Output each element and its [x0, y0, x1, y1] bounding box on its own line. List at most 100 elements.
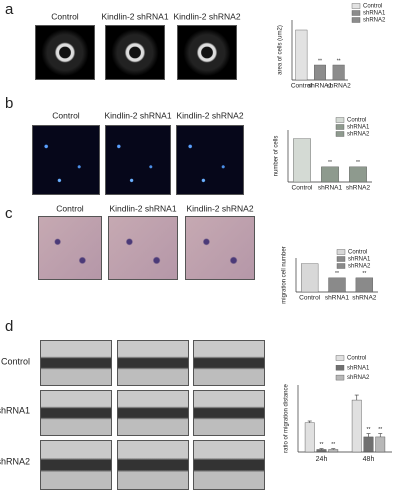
bar: [351, 399, 362, 453]
bar: [321, 166, 339, 183]
legend-swatch: [351, 17, 361, 23]
image-label: Control: [52, 110, 80, 120]
x-tick-label: shRNA1: [325, 295, 350, 302]
photo: [117, 440, 189, 490]
image-label: Control: [56, 203, 84, 213]
photo: [105, 125, 171, 195]
row-label: Control: [1, 356, 30, 366]
significance: **: [318, 58, 322, 64]
photo: [108, 216, 178, 280]
photo: [117, 390, 189, 436]
bar: [328, 449, 339, 453]
bar: [300, 263, 319, 293]
bar: [363, 436, 374, 453]
significance: **: [378, 427, 382, 433]
legend-label: Control: [348, 250, 367, 256]
y-axis-label: area of cells (um2): [278, 25, 284, 75]
panel-label: d: [5, 318, 13, 335]
x-tick-label: Control: [291, 83, 313, 90]
x-tick-label: 24h: [316, 456, 328, 463]
bar: [314, 64, 326, 81]
legend-swatch: [335, 117, 345, 123]
x-tick-label: shRNA2: [352, 295, 377, 302]
legend-label: shRNA1: [347, 125, 370, 131]
bar: [349, 166, 367, 183]
x-tick-label: shRNA1: [308, 83, 333, 90]
photo: [193, 440, 265, 490]
legend-swatch: [336, 263, 346, 269]
significance: **: [331, 442, 335, 448]
y-axis-label: number of cells: [274, 136, 280, 177]
photo: [40, 390, 112, 436]
legend-label: shRNA2: [363, 18, 386, 24]
image-label: Kindlin-2 shRNA1: [104, 110, 171, 120]
x-tick-label: shRNA2: [327, 83, 352, 90]
legend-swatch: [351, 3, 361, 9]
legend-swatch: [335, 355, 345, 361]
significance: **: [356, 160, 360, 166]
legend-swatch: [335, 365, 345, 371]
legend-label: Control: [347, 356, 366, 362]
image-label: Kindlin-2 shRNA2: [173, 11, 240, 21]
legend-swatch: [335, 131, 345, 137]
legend-swatch: [336, 256, 346, 262]
legend-label: shRNA1: [363, 11, 386, 17]
image-label: Kindlin-2 shRNA2: [186, 203, 253, 213]
significance: **: [367, 427, 371, 433]
bar: [328, 277, 346, 293]
significance: **: [320, 442, 324, 448]
x-tick-label: shRNA2: [346, 185, 371, 192]
y-axis-label: ratio of migration distance: [284, 383, 290, 452]
bar: [316, 449, 327, 453]
photo: [40, 340, 112, 386]
image-label: Control: [51, 11, 79, 21]
image-label: Kindlin-2 shRNA2: [176, 110, 243, 120]
legend-label: shRNA1: [348, 257, 371, 263]
bar: [375, 436, 386, 453]
significance: **: [362, 271, 366, 277]
photo: [35, 25, 95, 80]
bar: [332, 64, 345, 81]
legend-label: Control: [363, 4, 382, 10]
legend-label: Control: [347, 118, 366, 124]
bar: [293, 138, 311, 183]
legend-label: shRNA2: [348, 264, 371, 270]
photo: [40, 440, 112, 490]
x-tick-label: 48h: [363, 456, 375, 463]
image-label: Kindlin-2 shRNA1: [101, 11, 168, 21]
legend-swatch: [351, 10, 361, 16]
photo: [38, 216, 102, 280]
photo: [32, 125, 100, 195]
legend-label: shRNA2: [347, 132, 370, 138]
panel-label: c: [5, 205, 13, 222]
legend-label: shRNA2: [347, 375, 370, 381]
photo: [193, 340, 265, 386]
photo: [193, 390, 265, 436]
x-tick-label: shRNA1: [318, 185, 343, 192]
significance: **: [335, 271, 339, 277]
significance: **: [328, 160, 332, 166]
bar: [304, 422, 315, 453]
panel-label: a: [5, 1, 14, 18]
photo: [177, 25, 237, 80]
image-label: Kindlin-2 shRNA1: [109, 203, 176, 213]
row-label: shRNA1: [0, 405, 30, 415]
panel-label: b: [5, 95, 13, 112]
photo: [185, 216, 255, 280]
photo: [117, 340, 189, 386]
x-tick-label: Control: [292, 185, 314, 192]
legend-swatch: [336, 249, 346, 255]
legend-label: shRNA1: [347, 365, 370, 371]
photo: [105, 25, 165, 80]
x-tick-label: Control: [299, 295, 321, 302]
significance: **: [337, 58, 341, 64]
row-label: shRNA2: [0, 456, 30, 466]
legend-swatch: [335, 374, 345, 381]
bar: [355, 277, 374, 293]
bar: [295, 29, 308, 81]
y-axis-label: migration cell number: [282, 246, 288, 303]
photo: [176, 125, 244, 195]
legend-swatch: [335, 124, 345, 130]
